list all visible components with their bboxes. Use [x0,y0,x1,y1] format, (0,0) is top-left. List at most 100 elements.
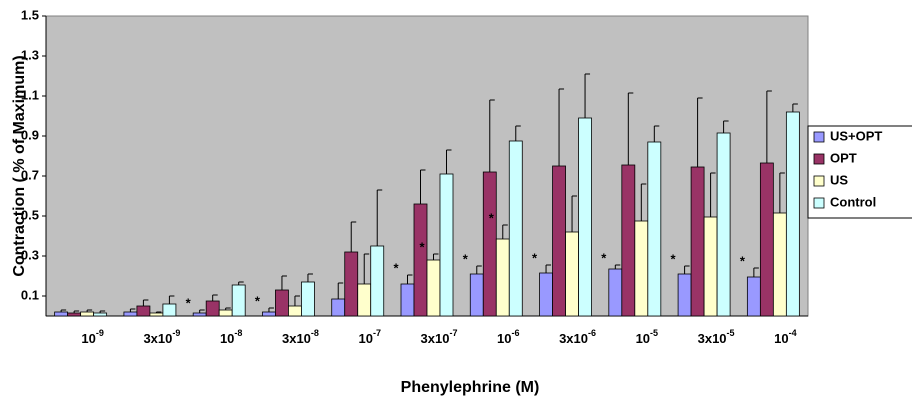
bar [608,268,623,317]
bar [413,203,428,317]
y-tick-label: 1.1 [21,87,39,102]
y-tick-label: 0.1 [21,287,39,302]
error-bar [614,264,621,269]
error-bar [640,183,647,221]
x-tick-label-exp: -7 [373,328,381,338]
x-tick-label-exp: -4 [789,328,797,338]
annotation: * [393,260,399,275]
error-bar [212,294,218,301]
bar [647,141,662,317]
error-bar [684,265,690,274]
error-bar [476,265,482,274]
bar [716,132,731,317]
x-tick-label-exp: -5 [650,328,658,338]
error-bar [723,120,729,133]
x-tick-label-base: 3x10 [282,331,311,346]
bar [344,251,359,317]
bar [621,164,636,317]
x-tick-label-base: 10 [497,331,511,346]
y-tick-label: 1.5 [21,7,39,22]
error-bar [420,169,426,204]
x-tick-label: 10-5 [636,328,658,346]
legend-swatch [813,197,825,209]
legend-label: US [830,172,848,187]
x-tick-label-exp: -7 [449,328,457,338]
x-tick-label: 3x10-8 [282,328,319,346]
bar [123,311,138,317]
error-bar [86,309,93,312]
error-bar [753,267,759,277]
error-bar [155,311,162,313]
error-bar [238,281,244,285]
bar [262,311,276,317]
bar [231,284,246,317]
annotation: * [419,239,425,254]
legend-swatch [813,131,825,143]
error-bar [225,307,231,310]
x-tick-label-base: 3x10 [559,331,588,346]
legend-label: OPT [830,150,857,165]
error-bar [446,149,452,174]
bar [275,289,289,317]
bar [703,216,718,317]
error-bar [571,195,578,232]
error-bar [73,310,80,313]
error-bar [407,274,413,284]
bar [508,140,523,317]
bar [495,238,510,317]
bar [578,117,592,317]
x-axis-label: Phenylephrine (M) [401,379,540,396]
y-tick-label: 0.7 [21,167,39,182]
legend-swatch [813,153,825,165]
legend-swatch [813,175,825,187]
bar [93,312,108,317]
y-tick-label: 1.3 [21,47,39,62]
bar [400,283,415,317]
bar [192,312,207,317]
x-tick-label-base: 3x10 [421,331,450,346]
x-tick-label-base: 10 [81,331,95,346]
x-tick-label: 3x10-9 [143,328,180,346]
x-tick-label-exp: -6 [588,328,596,338]
error-bar [199,309,205,313]
x-tick-label-base: 10 [774,331,788,346]
error-bar [489,99,495,172]
error-bar [168,295,175,304]
error-bar [584,73,591,118]
bar [162,303,177,317]
bar [552,165,566,317]
annotation: * [186,295,192,310]
y-tick-label: 0.5 [21,207,39,222]
annotation: * [463,251,469,266]
error-bar [142,299,149,306]
bar [54,311,69,317]
annotation: * [601,250,607,265]
annotation: * [532,250,538,265]
x-tick-label-exp: -9 [172,328,180,338]
bar [439,173,454,317]
y-tick-label: 0.3 [21,247,39,262]
legend-label: US+OPT [830,128,882,143]
x-tick-label-exp: -8 [234,328,242,338]
x-tick-label-base: 3x10 [143,331,172,346]
bar [80,311,95,317]
x-tick-label: 3x10-6 [559,328,596,346]
legend-label: Control [830,194,876,209]
bar [746,276,761,317]
error-bar [281,275,287,290]
x-tick-label: 10-9 [81,328,103,346]
error-bar [363,253,370,284]
error-bar [129,308,136,312]
x-tick-label: 3x10-7 [421,328,458,346]
bar [370,245,385,317]
bar [772,212,787,317]
x-tick-label-exp: -6 [511,328,519,338]
bar [426,259,441,317]
bar [539,272,553,317]
bar [690,166,705,317]
error-bar [60,309,67,312]
error-bar [502,224,508,239]
error-bar [515,125,521,141]
bar [136,305,151,317]
